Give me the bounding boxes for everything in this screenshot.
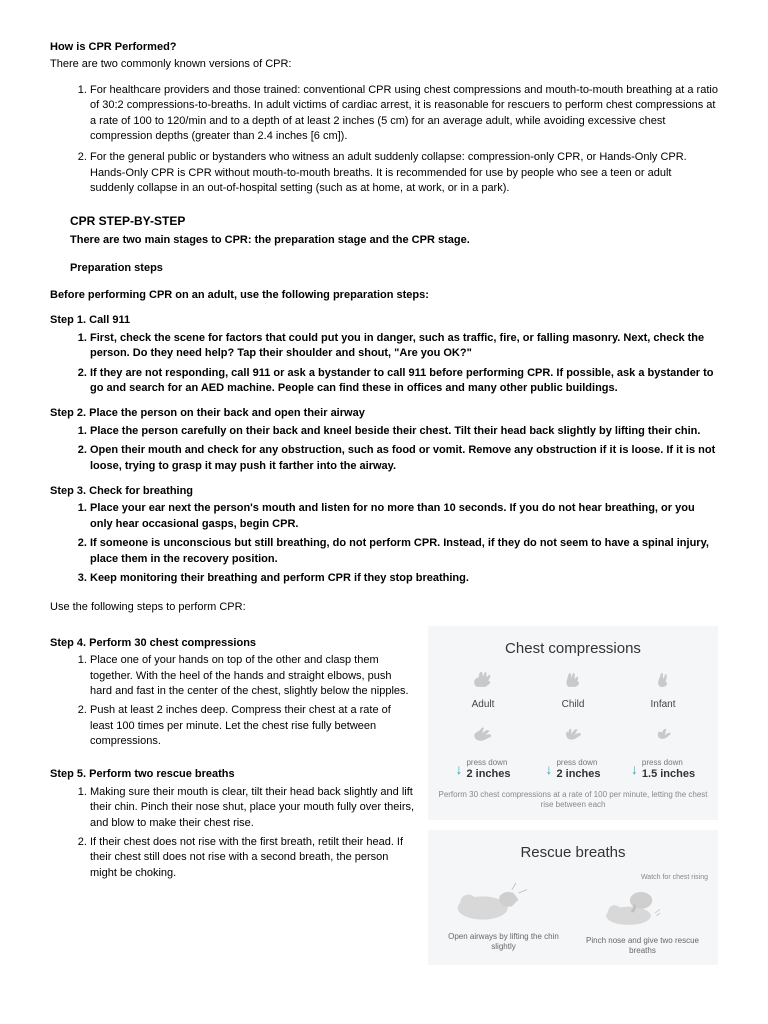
arrow-down-icon: ↓ (631, 762, 638, 776)
hand-icon (470, 724, 496, 746)
cc-label: Adult (438, 698, 528, 712)
step1-title: Step 1. Call 911 (50, 313, 718, 328)
step-by-step-title: CPR STEP-BY-STEP (50, 213, 718, 230)
chest-compressions-card: Chest compressions Adult Child Infant (428, 626, 718, 821)
press-label: press down (642, 758, 683, 767)
card-title: Rescue breaths (438, 842, 708, 863)
rescue-breaths-card: Rescue breaths Open airways by lifting t… (428, 830, 718, 965)
rb-caption: Open airways by lifting the chin slightl… (438, 932, 569, 951)
intro-list: For healthcare providers and those train… (50, 83, 718, 197)
intro-item: For the general public or bystanders who… (90, 150, 718, 196)
breath-illustration (577, 885, 708, 927)
list-item: If they are not responding, call 911 or … (90, 366, 718, 397)
list-item: First, check the scene for factors that … (90, 331, 718, 362)
step5-list: Making sure their mouth is clear, tilt t… (50, 785, 416, 881)
hand-icon (650, 724, 676, 746)
perform-intro: Use the following steps to perform CPR: (50, 600, 718, 615)
rb-caption: Pinch nose and give two rescue breaths (577, 936, 708, 955)
cc-label: Infant (618, 698, 708, 712)
card-footer: Perform 30 chest compressions at a rate … (438, 790, 708, 811)
hand-icon (560, 669, 586, 691)
press-label: press down (556, 758, 597, 767)
list-item: Keep monitoring their breathing and perf… (90, 571, 718, 586)
intro-item: For healthcare providers and those train… (90, 83, 718, 145)
airway-illustration (438, 873, 569, 923)
watch-note: Watch for chest rising (577, 873, 708, 883)
step4-title: Step 4. Perform 30 chest compressions (50, 636, 416, 651)
list-item: If someone is unconscious but still brea… (90, 536, 718, 567)
hand-icon (560, 724, 586, 746)
intro-subtext: There are two commonly known versions of… (50, 57, 718, 72)
arrow-down-icon: ↓ (545, 762, 552, 776)
list-item: Push at least 2 inches deep. Compress th… (90, 703, 416, 749)
list-item: Place your ear next the person's mouth a… (90, 501, 718, 532)
step4-list: Place one of your hands on top of the ot… (50, 653, 416, 749)
depth-value: 2 inches (556, 768, 600, 780)
press-label: press down (466, 758, 507, 767)
hand-icon (650, 669, 676, 691)
step3-title: Step 3. Check for breathing (50, 484, 718, 499)
step2-title: Step 2. Place the person on their back a… (50, 406, 718, 421)
hand-icon (470, 669, 496, 691)
step-by-step-subtitle: There are two main stages to CPR: the pr… (50, 233, 718, 248)
step5-title: Step 5. Perform two rescue breaths (50, 767, 416, 782)
depth-value: 2 inches (466, 768, 510, 780)
prep-intro: Before performing CPR on an adult, use t… (50, 288, 718, 303)
depth-value: 1.5 inches (642, 768, 695, 780)
prep-label: Preparation steps (50, 261, 718, 276)
step3-list: Place your ear next the person's mouth a… (50, 501, 718, 586)
list-item: Making sure their mouth is clear, tilt t… (90, 785, 416, 831)
list-item: Place one of your hands on top of the ot… (90, 653, 416, 699)
list-item: Place the person carefully on their back… (90, 424, 718, 439)
arrow-down-icon: ↓ (455, 762, 462, 776)
list-item: If their chest does not rise with the fi… (90, 835, 416, 881)
cc-label: Child (528, 698, 618, 712)
step2-list: Place the person carefully on their back… (50, 424, 718, 474)
page-heading: How is CPR Performed? (50, 40, 718, 55)
list-item: Open their mouth and check for any obstr… (90, 443, 718, 474)
card-title: Chest compressions (438, 638, 708, 659)
step1-list: First, check the scene for factors that … (50, 331, 718, 397)
